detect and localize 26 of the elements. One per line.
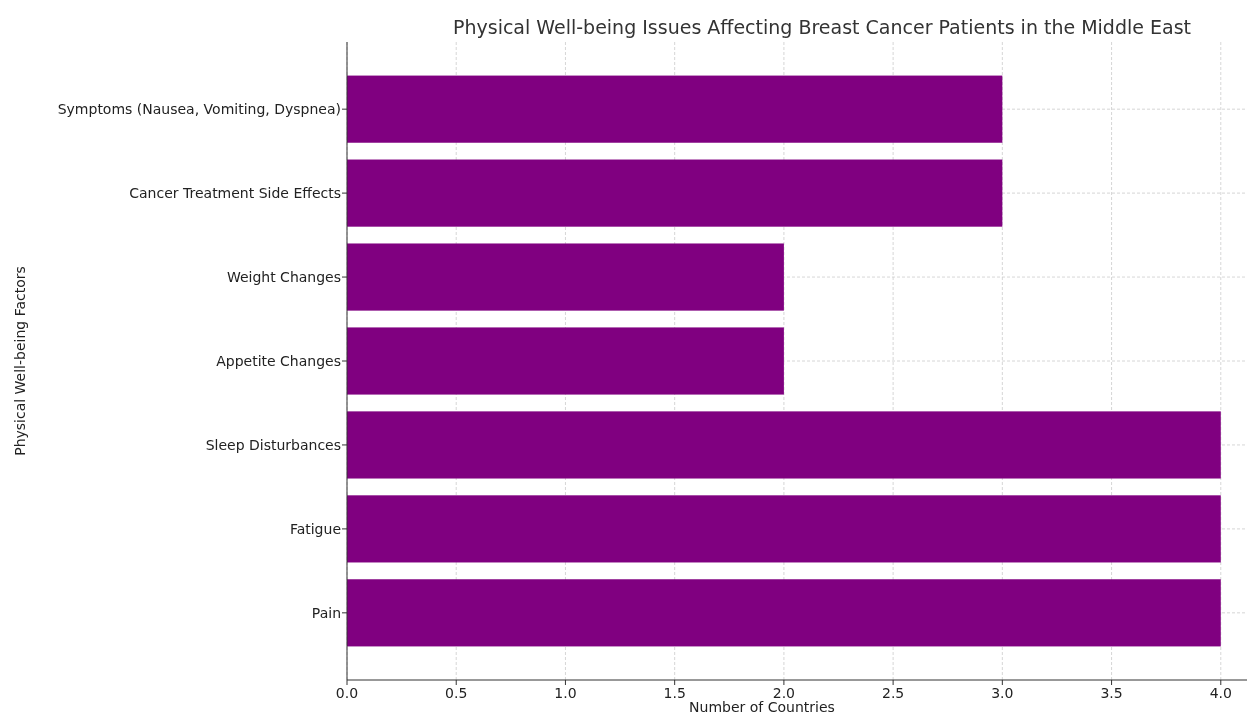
y-tick-label: Appetite Changes — [216, 353, 341, 369]
bar — [347, 495, 1221, 563]
y-tick-label: Weight Changes — [226, 269, 341, 286]
y-tick-label: Cancer Treatment Side Effects — [129, 185, 341, 202]
y-tick-label: Symptoms (Nausea, Vomiting, Dyspnea) — [57, 101, 341, 118]
y-axis-title: Physical Well-being Factors — [12, 266, 28, 456]
x-tick-label: 1.0 — [554, 685, 577, 701]
bar — [347, 159, 1003, 227]
y-tick-label: Sleep Disturbances — [205, 436, 341, 453]
bar — [347, 579, 1221, 647]
x-tick-label: 0.5 — [445, 685, 468, 701]
x-tick-label: 3.0 — [991, 685, 1014, 701]
chart-title: Physical Well-being Issues Affecting Breast Cancer Patients in the Middle East — [452, 16, 1192, 38]
y-tick-label: Pain — [311, 604, 341, 621]
x-axis-title: Number of Countries — [689, 699, 835, 715]
x-tick-label: 2.0 — [772, 685, 796, 701]
x-tick-label: 4.0 — [1209, 685, 1232, 701]
x-tick-label: 3.5 — [1100, 685, 1123, 701]
bar — [347, 243, 784, 311]
bar — [347, 327, 784, 395]
bar — [347, 75, 1003, 143]
bar — [347, 411, 1221, 479]
x-tick-label: 0.0 — [335, 685, 359, 701]
y-tick-label: Fatigue — [289, 520, 341, 537]
x-tick-label: 2.5 — [881, 685, 905, 701]
x-tick-label: 1.5 — [663, 685, 686, 701]
